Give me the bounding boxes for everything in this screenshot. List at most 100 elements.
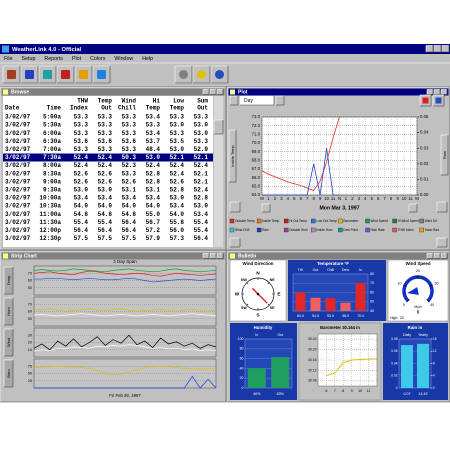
window-button[interactable] bbox=[203, 253, 209, 259]
legend-checkbox[interactable] bbox=[256, 218, 262, 224]
window-button[interactable] bbox=[217, 253, 223, 259]
menu-item[interactable]: Plot bbox=[72, 56, 82, 62]
table-cell: 53.3 bbox=[122, 122, 137, 129]
window-title: Bulletin bbox=[238, 254, 256, 260]
table-cell: 52.4 bbox=[146, 162, 161, 169]
value-label: 48.9 bbox=[342, 314, 349, 318]
window-button[interactable] bbox=[217, 89, 223, 95]
app-button[interactable] bbox=[426, 45, 433, 53]
column-header: Out bbox=[313, 268, 319, 272]
legend-checkbox[interactable] bbox=[365, 218, 370, 224]
y-tick-label: 50 bbox=[28, 317, 32, 321]
legend-checkbox[interactable] bbox=[284, 227, 289, 233]
legend-checkbox[interactable] bbox=[311, 227, 316, 233]
column-header: Out bbox=[277, 333, 283, 337]
menu-bar bbox=[0, 54, 450, 63]
y2-tick-label: 0 bbox=[433, 386, 435, 390]
legend-checkbox[interactable] bbox=[229, 227, 235, 233]
x-tick-label: 1 bbox=[345, 196, 348, 201]
y-tick-label: 73.0 bbox=[252, 114, 261, 119]
app-button[interactable] bbox=[442, 45, 449, 53]
x-tick-label: M bbox=[260, 196, 264, 201]
window-button[interactable] bbox=[434, 89, 440, 95]
table-cell: 53.4 bbox=[146, 130, 161, 137]
y-tick-label: 30.20 bbox=[308, 347, 317, 351]
menu-item[interactable]: Reports bbox=[44, 56, 63, 62]
plot-tool-icon bbox=[435, 97, 442, 104]
menu-item[interactable]: Setup bbox=[22, 56, 36, 62]
table-cell: 53.3 bbox=[74, 146, 89, 153]
plot-nav-button[interactable] bbox=[230, 96, 238, 105]
window-button[interactable] bbox=[427, 89, 433, 95]
window-button[interactable] bbox=[441, 89, 447, 95]
corner-button[interactable] bbox=[437, 202, 447, 212]
table-cell: 53.3 bbox=[74, 130, 89, 137]
app-button[interactable] bbox=[434, 45, 441, 53]
axis-tab[interactable] bbox=[229, 130, 236, 182]
y-tick-label: 64.0 bbox=[252, 192, 261, 197]
table-cell: 54.8 bbox=[74, 211, 89, 218]
plot-nav-button[interactable] bbox=[276, 96, 284, 105]
table-cell: 52.6 bbox=[74, 178, 89, 185]
window-button[interactable] bbox=[203, 89, 209, 95]
axis-tab[interactable] bbox=[441, 135, 448, 175]
table-cell: 53.3 bbox=[74, 122, 89, 129]
window-button[interactable] bbox=[210, 89, 216, 95]
table-cell: 9:00a bbox=[43, 178, 61, 185]
legend-checkbox[interactable] bbox=[419, 218, 424, 224]
corner-button[interactable] bbox=[230, 202, 240, 212]
legend-checkbox[interactable] bbox=[392, 218, 397, 224]
legend-checkbox[interactable] bbox=[229, 218, 235, 224]
range-label: Day bbox=[244, 98, 253, 104]
menu-item[interactable]: Help bbox=[142, 56, 153, 62]
date-button[interactable] bbox=[409, 204, 417, 212]
y2-tick-label: 0.02 bbox=[420, 161, 429, 166]
y-tick-label: 0.02 bbox=[391, 374, 397, 378]
corner-button[interactable] bbox=[437, 238, 447, 247]
legend-checkbox[interactable] bbox=[256, 227, 262, 233]
y2-tick-label: 8 bbox=[433, 361, 435, 365]
table-cell: 57.5 bbox=[122, 235, 137, 242]
window-title: Browse bbox=[11, 90, 29, 96]
window-title: Plot bbox=[238, 90, 248, 96]
panel-tab[interactable] bbox=[4, 329, 13, 356]
scroll-thumb[interactable] bbox=[214, 120, 223, 134]
panel-tab[interactable] bbox=[4, 360, 13, 387]
window-titlebar bbox=[228, 88, 449, 96]
menu-item[interactable]: Window bbox=[114, 56, 133, 62]
legend-checkbox[interactable] bbox=[392, 227, 397, 233]
window-button[interactable] bbox=[210, 253, 216, 259]
legend-checkbox[interactable] bbox=[311, 218, 316, 224]
speed-pointer bbox=[407, 287, 419, 295]
plot-area bbox=[317, 333, 378, 387]
date-button[interactable] bbox=[262, 204, 270, 212]
legend-checkbox[interactable] bbox=[338, 227, 343, 233]
window-button[interactable] bbox=[427, 253, 433, 259]
compass-hub bbox=[256, 292, 260, 296]
menu-item[interactable]: File bbox=[4, 56, 13, 62]
menu-item[interactable]: Colors bbox=[90, 56, 106, 62]
window-button[interactable] bbox=[441, 253, 447, 259]
table-cell: 53.3 bbox=[146, 122, 161, 129]
compass-tick bbox=[267, 303, 270, 306]
table-cell: 52.4 bbox=[98, 154, 113, 161]
column-header: Index bbox=[70, 105, 88, 112]
value-label: 53.9 bbox=[327, 314, 334, 318]
table-cell: 52.1 bbox=[170, 154, 185, 161]
legend-checkbox[interactable] bbox=[338, 218, 343, 224]
panel-tab[interactable] bbox=[4, 298, 13, 325]
table-cell: 53.0 bbox=[194, 203, 209, 210]
legend-checkbox[interactable] bbox=[284, 218, 289, 224]
panel-tab[interactable] bbox=[4, 267, 13, 294]
legend-checkbox[interactable] bbox=[365, 227, 370, 233]
legend-checkbox[interactable] bbox=[419, 227, 424, 233]
range-select[interactable] bbox=[240, 96, 274, 105]
x-tick-label: 8 bbox=[390, 196, 393, 201]
window-button[interactable] bbox=[434, 253, 440, 259]
table-cell: 5:00a bbox=[43, 114, 61, 121]
toolbar-icon bbox=[215, 70, 224, 79]
x-tick-label: 5 bbox=[371, 196, 374, 201]
table-cell: 53.3 bbox=[194, 114, 209, 121]
y-tick-label: 70 bbox=[28, 271, 32, 275]
corner-button[interactable] bbox=[230, 238, 240, 247]
